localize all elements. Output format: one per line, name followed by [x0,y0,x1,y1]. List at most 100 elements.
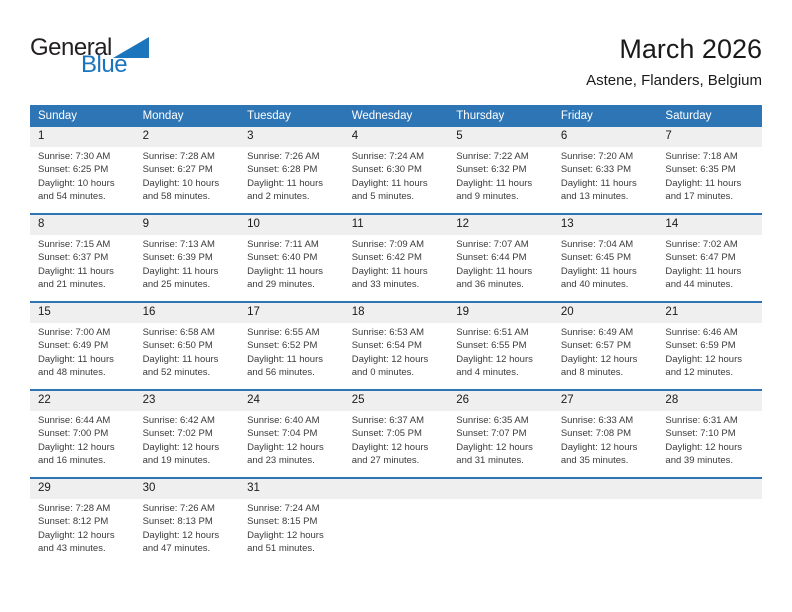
day-cell: 11 Sunrise: 7:09 AM Sunset: 6:42 PM Dayligh… [343,215,449,301]
daylight-text: Daylight: 11 hours and 33 minutes. [351,265,428,291]
daylight-text: Daylight: 12 hours and 8 minutes. [560,353,638,379]
sunset-text: Sunset: 6:54 PM [351,340,422,352]
daylight-text: Daylight: 12 hours and 12 minutes. [665,353,742,379]
sunrise-text: Sunrise: 7:28 AM [38,503,111,514]
daylight-text: Daylight: 12 hours and 4 minutes. [456,353,533,379]
sunset-text: Sunset: 6:28 PM [247,164,318,176]
daylight-text: Daylight: 10 hours and 58 minutes. [142,177,220,203]
daylight-text: Daylight: 12 hours and 27 minutes. [351,441,429,467]
day-number: 15 [30,303,135,323]
sunset-text: Sunset: 7:07 PM [456,428,527,440]
sunset-text: Sunset: 7:00 PM [38,428,109,440]
day-details: Sunrise: 7:28 AM Sunset: 6:27 PM Daylight:… [135,147,240,210]
sunrise-text: Sunrise: 6:44 AM [38,415,111,426]
daylight-text: Daylight: 11 hours and 9 minutes. [456,177,533,203]
sunrise-text: Sunrise: 7:02 AM [665,239,738,250]
day-cell: 6 Sunrise: 7:20 AM Sunset: 6:33 PM Daylight… [552,127,658,213]
sunrise-text: Sunrise: 7:22 AM [456,151,529,162]
day-number: 17 [239,303,344,323]
empty-day-cell [448,479,553,565]
day-details: Sunrise: 7:11 AM Sunset: 6:40 PM Daylight:… [239,235,344,298]
weekday-header-tuesday: Tuesday [247,110,291,122]
day-cell: 10 Sunrise: 7:11 AM Sunset: 6:40 PM Dayligh… [239,215,344,301]
calendar-body: 1 Sunrise: 7:30 AM Sunset: 6:25 PM Daylight… [30,127,762,565]
day-details: Sunrise: 6:33 AM Sunset: 7:08 PM Daylight:… [553,411,658,474]
day-details: Sunrise: 6:49 AM Sunset: 6:57 PM Daylight:… [553,323,658,386]
week-row: 15 Sunrise: 7:00 AM Sunset: 6:49 PM Dayligh… [30,301,762,389]
day-details: Sunrise: 6:37 AM Sunset: 7:05 PM Daylight:… [344,411,449,474]
sunset-text: Sunset: 6:33 PM [560,164,632,176]
daylight-text: Daylight: 12 hours and 23 minutes. [247,441,324,467]
weekday-header-wednesday: Wednesday [351,110,413,122]
week-row: 22 Sunrise: 6:44 AM Sunset: 7:00 PM Dayligh… [30,389,762,477]
day-number: 27 [552,391,658,411]
sunrise-text: Sunrise: 6:35 AM [456,415,529,426]
daylight-text: Daylight: 12 hours and 0 minutes. [351,353,429,379]
day-cell: 23 Sunrise: 6:42 AM Sunset: 7:02 PM Dayligh… [134,391,240,477]
daylight-text: Daylight: 11 hours and 21 minutes. [38,265,114,291]
sunrise-text: Sunrise: 7:26 AM [247,151,320,162]
day-details: Sunrise: 6:40 AM Sunset: 7:04 PM Daylight:… [239,411,344,474]
day-cell: 17 Sunrise: 6:55 AM Sunset: 6:52 PM Dayligh… [239,303,344,389]
sunrise-text: Sunrise: 7:13 AM [142,239,215,250]
empty-day-cell [657,479,762,565]
sunrise-text: Sunrise: 7:07 AM [456,239,529,250]
day-details: Sunrise: 7:22 AM Sunset: 6:32 PM Daylight:… [448,147,553,210]
day-cell: 19 Sunrise: 6:51 AM Sunset: 6:55 PM Dayligh… [448,303,553,389]
day-number [448,479,553,499]
day-number: 8 [30,215,135,235]
day-details: Sunrise: 6:31 AM Sunset: 7:10 PM Daylight:… [657,411,762,474]
sunrise-text: Sunrise: 7:11 AM [247,239,319,250]
daylight-text: Daylight: 12 hours and 35 minutes. [560,441,638,467]
sunrise-text: Sunrise: 7:00 AM [38,327,111,338]
day-cell: 7 Sunrise: 7:18 AM Sunset: 6:35 PM Daylight… [657,127,762,213]
day-number: 25 [343,391,449,411]
day-cell: 12 Sunrise: 7:07 AM Sunset: 6:44 PM Dayligh… [448,215,553,301]
sunrise-text: Sunrise: 6:55 AM [247,327,320,338]
day-cell: 27 Sunrise: 6:33 AM Sunset: 7:08 PM Dayligh… [552,391,658,477]
sunrise-text: Sunrise: 7:09 AM [351,239,425,250]
day-cell: 16 Sunrise: 6:58 AM Sunset: 6:50 PM Dayligh… [134,303,240,389]
day-cell: 8 Sunrise: 7:15 AM Sunset: 6:37 PM Daylight… [30,215,135,301]
sunset-text: Sunset: 6:55 PM [456,340,527,352]
day-details: Sunrise: 7:13 AM Sunset: 6:39 PM Daylight:… [135,235,240,298]
logo-triangle-icon [112,37,149,58]
day-number: 14 [657,215,762,235]
day-number: 4 [343,127,449,147]
daylight-text: Daylight: 11 hours and 56 minutes. [247,353,324,379]
day-number: 12 [448,215,553,235]
sunset-text: Sunset: 6:35 PM [665,164,736,176]
sunrise-text: Sunrise: 6:46 AM [665,327,738,338]
sunrise-text: Sunrise: 6:49 AM [560,327,634,338]
sunset-text: Sunset: 6:45 PM [560,252,632,264]
day-details: Sunrise: 6:42 AM Sunset: 7:02 PM Daylight:… [135,411,240,474]
day-details: Sunrise: 6:46 AM Sunset: 6:59 PM Daylight:… [657,323,762,386]
daylight-text: Daylight: 12 hours and 31 minutes. [456,441,533,467]
sunset-text: Sunset: 7:05 PM [351,428,422,440]
sunset-text: Sunset: 6:27 PM [142,164,213,176]
title-block: March 2026 Astene, Flanders, Belgium [586,34,762,89]
day-cell: 15 Sunrise: 7:00 AM Sunset: 6:49 PM Dayligh… [30,303,135,389]
day-details: Sunrise: 7:04 AM Sunset: 6:45 PM Daylight:… [553,235,658,298]
sunset-text: Sunset: 8:15 PM [247,516,318,528]
daylight-text: Daylight: 10 hours and 54 minutes. [38,177,115,203]
sunrise-text: Sunrise: 7:30 AM [38,151,111,162]
day-details: Sunrise: 7:24 AM Sunset: 6:30 PM Daylight:… [344,147,449,210]
sunrise-text: Sunrise: 7:20 AM [560,151,634,162]
page-header: General Blue March 2026 Astene, Flanders… [30,34,762,89]
day-number: 31 [239,479,344,499]
week-row: 8 Sunrise: 7:15 AM Sunset: 6:37 PM Daylight… [30,213,762,301]
day-details: Sunrise: 7:30 AM Sunset: 6:25 PM Daylight:… [30,147,135,210]
daylight-text: Daylight: 11 hours and 44 minutes. [665,265,742,291]
sunset-text: Sunset: 6:44 PM [456,252,527,264]
sunrise-text: Sunrise: 6:58 AM [142,327,215,338]
day-number [343,479,449,499]
day-details: Sunrise: 6:51 AM Sunset: 6:55 PM Daylight:… [448,323,553,386]
sunrise-text: Sunrise: 6:37 AM [351,415,425,426]
sunset-text: Sunset: 7:10 PM [665,428,736,440]
day-cell: 24 Sunrise: 6:40 AM Sunset: 7:04 PM Dayligh… [239,391,344,477]
daylight-text: Daylight: 11 hours and 40 minutes. [560,265,637,291]
sunrise-text: Sunrise: 6:31 AM [665,415,738,426]
sunrise-text: Sunrise: 7:18 AM [665,151,738,162]
